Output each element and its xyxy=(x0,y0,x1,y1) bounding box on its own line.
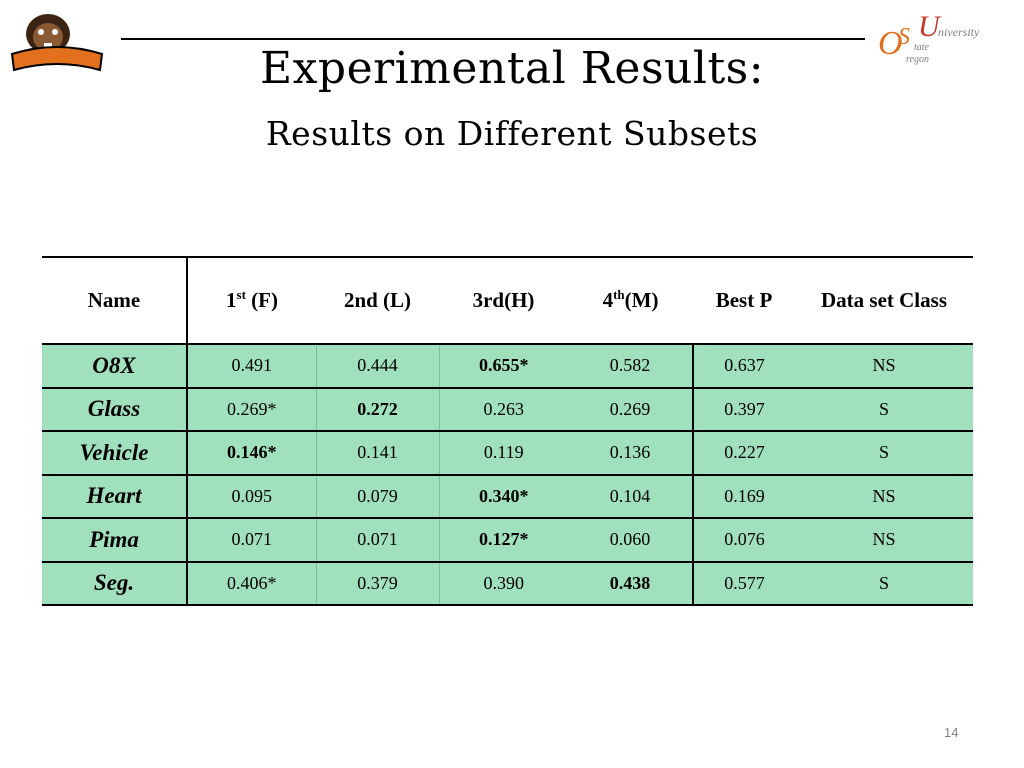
dataset-name-cell: Heart xyxy=(42,474,188,519)
data-set-class-cell: S xyxy=(795,561,973,606)
data-set-class-cell: NS xyxy=(795,343,973,389)
first-value-cell: 0.095 xyxy=(187,474,317,519)
best-p-cell: 0.169 xyxy=(693,474,795,519)
header-data-set-class: Data set Class xyxy=(795,256,973,344)
header-third: 3rd(H) xyxy=(439,256,568,344)
data-set-class-cell: NS xyxy=(795,474,973,519)
table-row: Vehicle 0.146* 0.141 0.119 0.136 0.227 S xyxy=(42,431,973,476)
best-p-cell: 0.637 xyxy=(693,343,795,389)
third-value-cell: 0.127* xyxy=(439,518,568,563)
first-value-cell: 0.146* xyxy=(187,431,317,476)
fourth-value-cell: 0.060 xyxy=(568,518,694,563)
second-value-cell: 0.444 xyxy=(316,343,440,389)
third-value-cell: 0.655* xyxy=(439,343,568,389)
fourth-value-cell: 0.582 xyxy=(568,343,694,389)
page-number: 14 xyxy=(944,725,959,740)
header-second: 2nd (L) xyxy=(316,256,439,344)
svg-text:niversity: niversity xyxy=(938,25,980,39)
fourth-value-cell: 0.104 xyxy=(568,474,694,519)
fourth-value-cell: 0.438 xyxy=(568,561,694,606)
header-best-p: Best P xyxy=(693,256,795,344)
fourth-value-cell: 0.136 xyxy=(568,431,694,476)
table-header-row: Name 1st (F) 2nd (L) 3rd(H) 4th(M) Best … xyxy=(42,256,973,344)
first-value-cell: 0.071 xyxy=(187,518,317,563)
results-table-container: Name 1st (F) 2nd (L) 3rd(H) 4th(M) Best … xyxy=(42,256,973,606)
third-value-cell: 0.340* xyxy=(439,474,568,519)
table-row: O8X 0.491 0.444 0.655* 0.582 0.637 NS xyxy=(42,343,973,389)
header-fourth: 4th(M) xyxy=(568,256,693,344)
slide-title: Experimental Results: xyxy=(259,43,765,94)
dataset-name-cell: Vehicle xyxy=(42,431,188,476)
best-p-cell: 0.577 xyxy=(693,561,795,606)
svg-text:S: S xyxy=(898,24,910,50)
data-set-class-cell: S xyxy=(795,431,973,476)
svg-text:U: U xyxy=(918,14,942,43)
third-value-cell: 0.119 xyxy=(439,431,568,476)
beavers-logo xyxy=(8,10,106,76)
second-value-cell: 0.141 xyxy=(316,431,440,476)
svg-text:O: O xyxy=(878,25,903,62)
header-first: 1st (F) xyxy=(187,256,316,344)
data-set-class-cell: S xyxy=(795,387,973,432)
table-row: Heart 0.095 0.079 0.340* 0.104 0.169 NS xyxy=(42,474,973,519)
dataset-name-cell: Seg. xyxy=(42,561,188,606)
third-value-cell: 0.263 xyxy=(439,387,568,432)
best-p-cell: 0.397 xyxy=(693,387,795,432)
best-p-cell: 0.227 xyxy=(693,431,795,476)
table-row: Pima 0.071 0.071 0.127* 0.060 0.076 NS xyxy=(42,518,973,563)
first-value-cell: 0.269* xyxy=(187,387,317,432)
table-row: Glass 0.269* 0.272 0.263 0.269 0.397 S xyxy=(42,387,973,432)
svg-text:regon: regon xyxy=(906,54,929,65)
dataset-name-cell: O8X xyxy=(42,343,188,389)
header-name: Name xyxy=(42,256,188,344)
second-value-cell: 0.272 xyxy=(316,387,440,432)
table-row: Seg. 0.406* 0.379 0.390 0.438 0.577 S xyxy=(42,561,973,606)
dataset-name-cell: Pima xyxy=(42,518,188,563)
second-value-cell: 0.379 xyxy=(316,561,440,606)
data-set-class-cell: NS xyxy=(795,518,973,563)
third-value-cell: 0.390 xyxy=(439,561,568,606)
best-p-cell: 0.076 xyxy=(693,518,795,563)
svg-text:tate: tate xyxy=(914,42,930,53)
osu-logo: O S U niversity tate regon xyxy=(876,10,1016,72)
slide-subtitle: Results on Different Subsets xyxy=(265,114,759,153)
second-value-cell: 0.071 xyxy=(316,518,440,563)
first-value-cell: 0.491 xyxy=(187,343,317,389)
fourth-value-cell: 0.269 xyxy=(568,387,694,432)
title-divider xyxy=(121,38,865,40)
first-value-cell: 0.406* xyxy=(187,561,317,606)
results-table: Name 1st (F) 2nd (L) 3rd(H) 4th(M) Best … xyxy=(42,256,973,606)
second-value-cell: 0.079 xyxy=(316,474,440,519)
dataset-name-cell: Glass xyxy=(42,387,188,432)
